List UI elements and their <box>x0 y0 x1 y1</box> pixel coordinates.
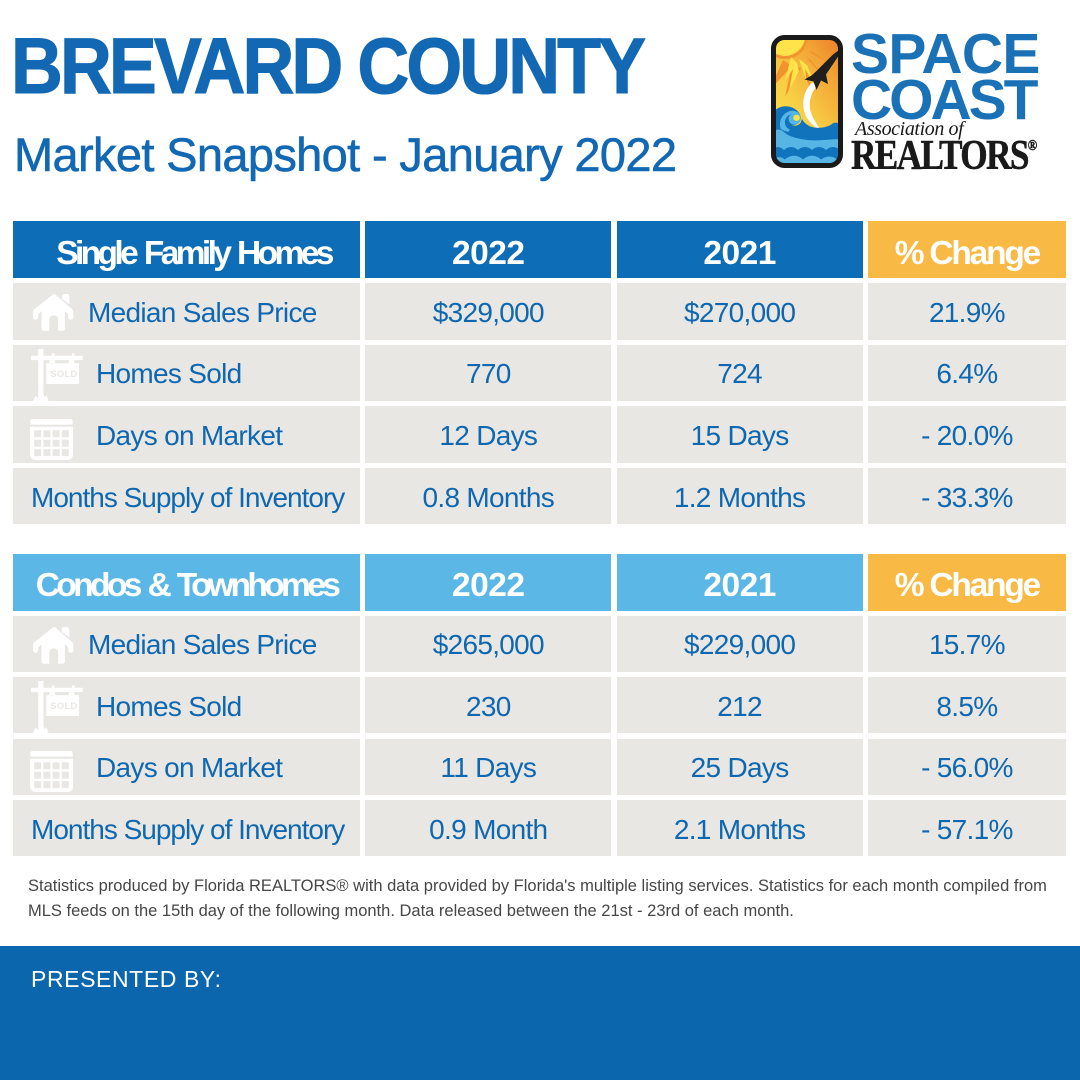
svg-text:SOLD: SOLD <box>50 701 77 712</box>
svg-text:SOLD: SOLD <box>50 369 77 380</box>
